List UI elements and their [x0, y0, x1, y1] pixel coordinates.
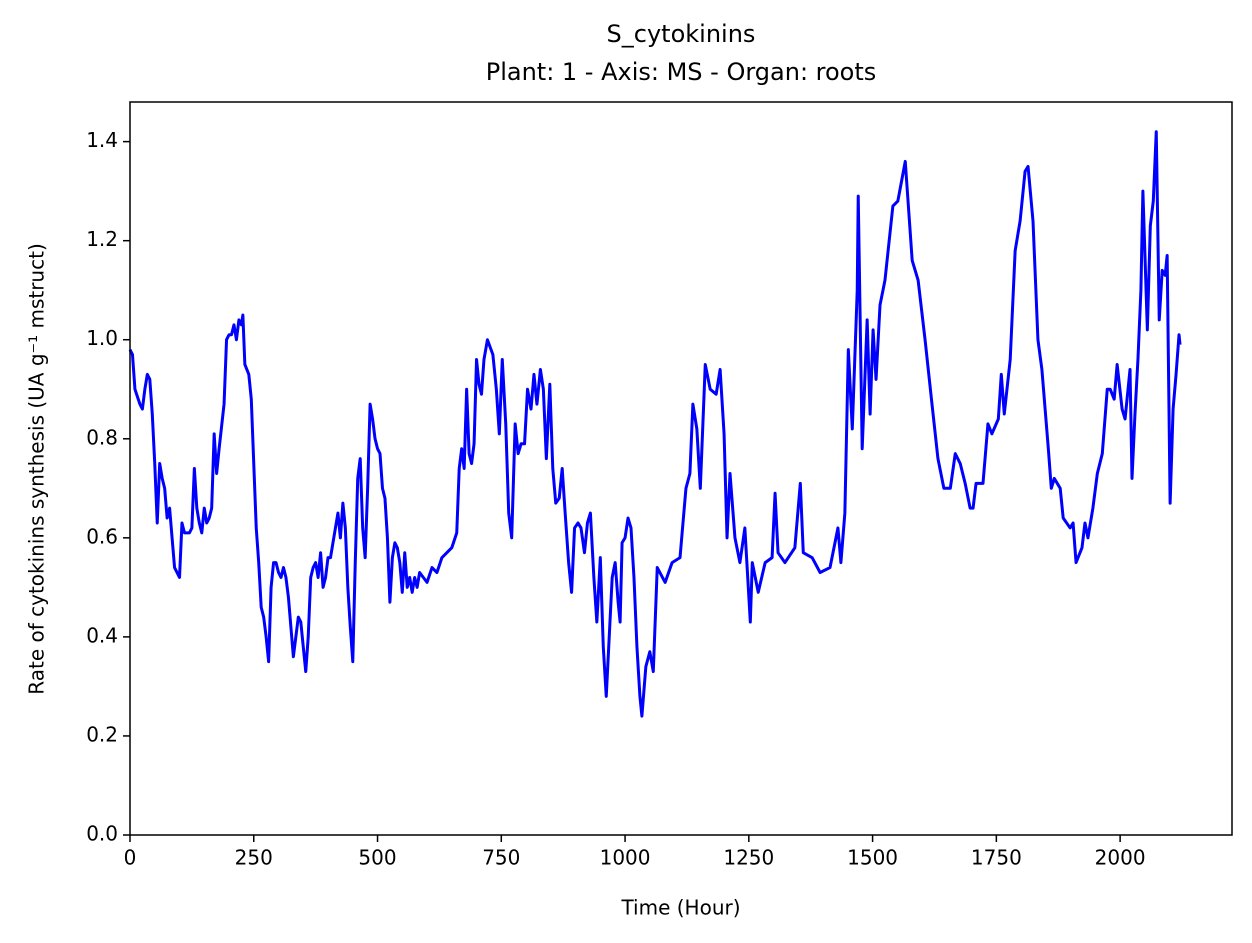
y-tick-label: 0.6 — [86, 524, 118, 548]
y-tick-label: 1.2 — [86, 227, 118, 251]
x-tick-label: 750 — [482, 846, 520, 870]
y-tick-label: 0.4 — [86, 623, 118, 647]
y-tick-label: 0.0 — [86, 822, 118, 846]
chart-subtitle: Plant: 1 - Axis: MS - Organ: roots — [486, 58, 877, 86]
plot-frame — [129, 101, 1233, 836]
x-tick-label: 2000 — [1095, 846, 1146, 870]
x-tick-label: 250 — [235, 846, 273, 870]
x-axis-label: Time (Hour) — [620, 896, 740, 920]
x-tick-label: 1250 — [723, 846, 774, 870]
y-axis-label: Rate of cytokinins synthesis (UA g⁻¹ mst… — [25, 243, 49, 694]
x-tick-label: 1000 — [600, 846, 651, 870]
y-tick-label: 1.0 — [86, 326, 118, 350]
chart-title: S_cytokinins — [607, 20, 756, 48]
y-tick-label: 0.2 — [86, 722, 118, 746]
data-line — [128, 130, 1182, 718]
x-tick-label: 1500 — [847, 846, 898, 870]
x-tick-label: 0 — [124, 846, 137, 870]
y-tick-label: 1.4 — [86, 128, 118, 152]
x-tick-label: 1750 — [971, 846, 1022, 870]
y-tick-label: 0.8 — [86, 425, 118, 449]
x-tick-label: 500 — [358, 846, 396, 870]
